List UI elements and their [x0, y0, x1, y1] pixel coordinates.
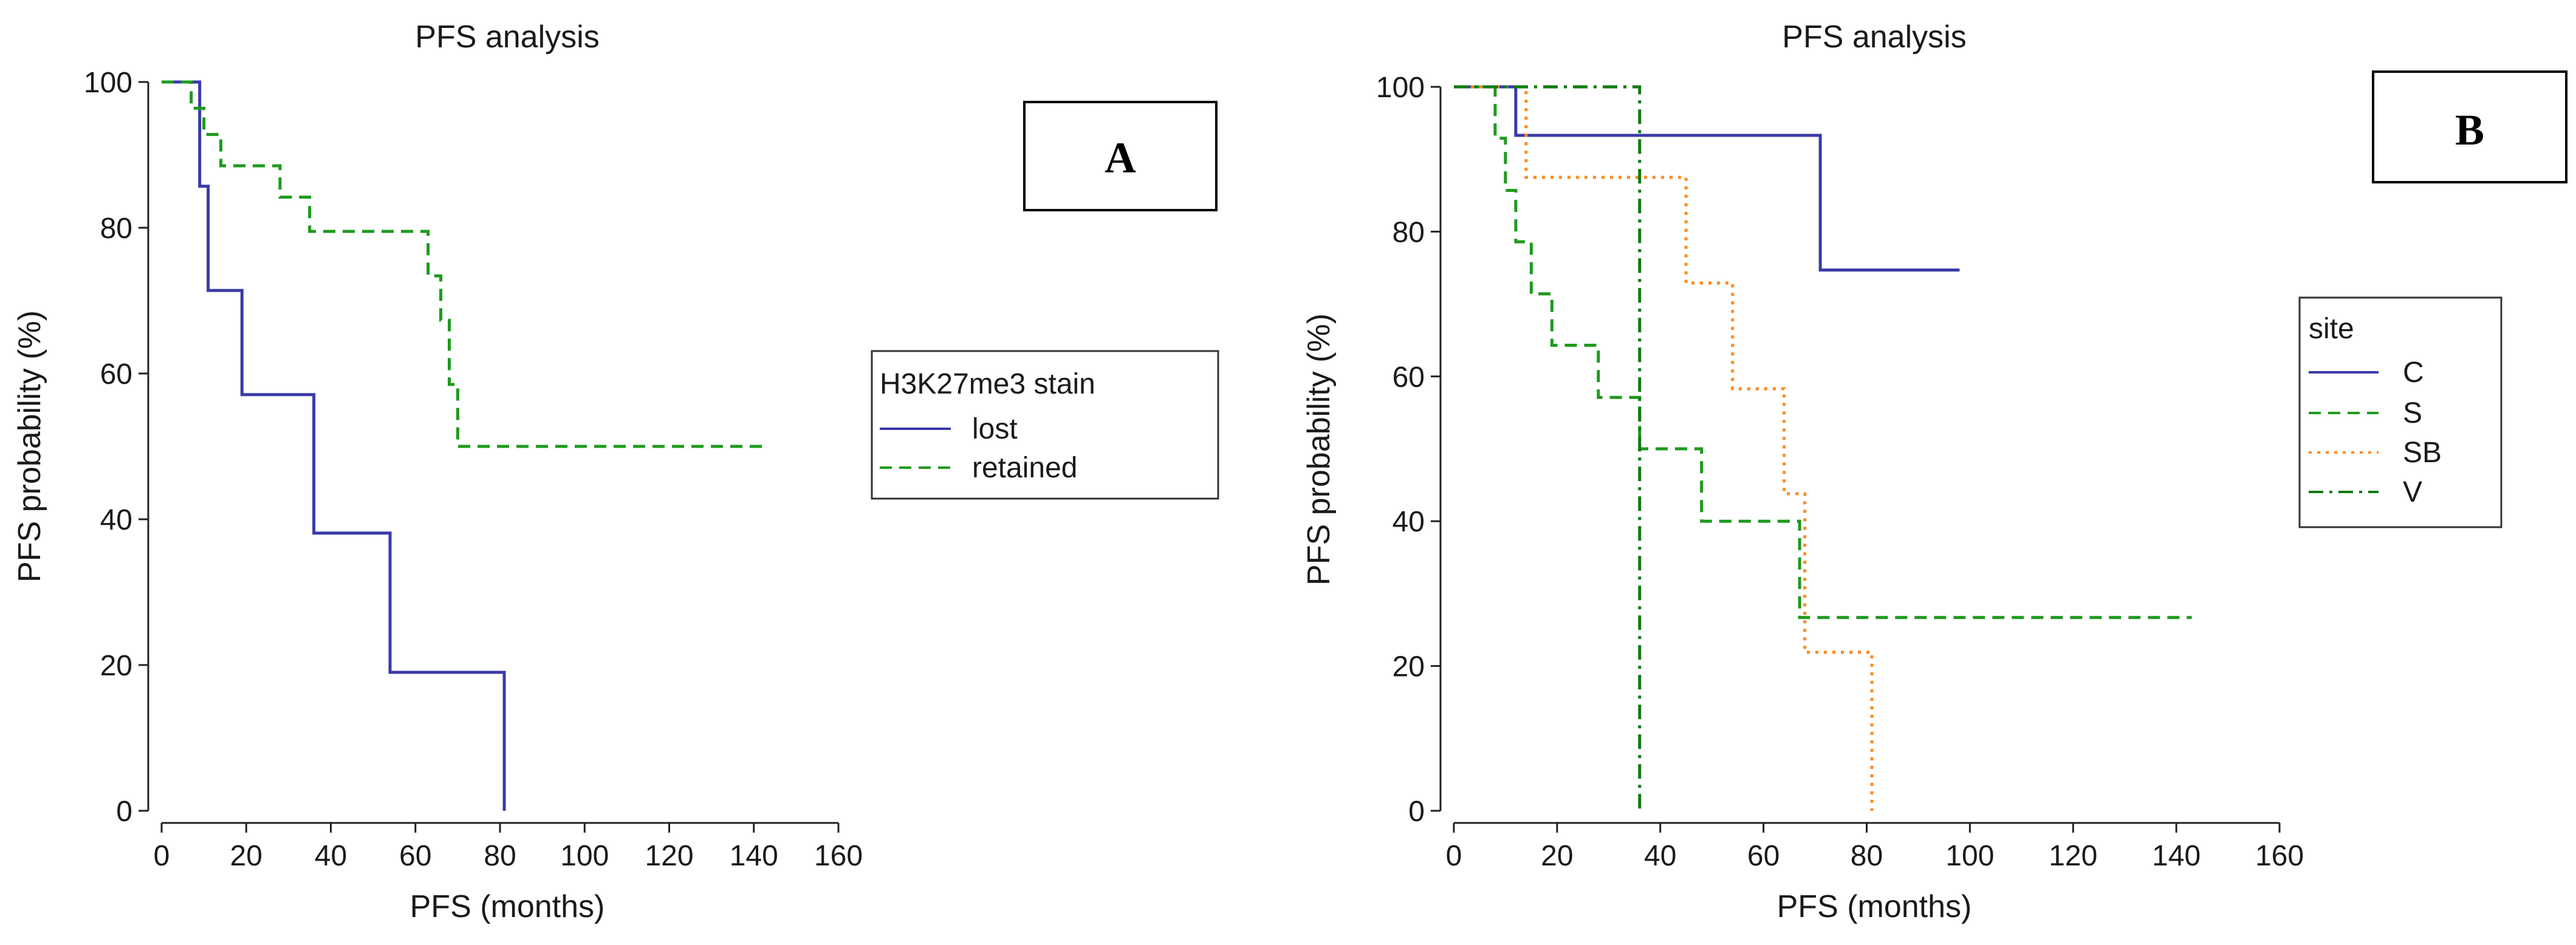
chart-b-title: PFS analysis	[1782, 19, 1966, 55]
chart-a-xlabel: PFS (months)	[410, 889, 605, 924]
chart-b-y-tick-label: 40	[1392, 506, 1425, 538]
chart-b-ylabel: PFS probability (%)	[1301, 313, 1337, 585]
panel-a: PFS analysis PFS (months) PFS probabilit…	[12, 19, 1219, 924]
chart-b-panel-label: B	[2455, 106, 2484, 154]
chart-a-x-tick-label: 140	[730, 840, 778, 872]
chart-a-x-tick-label: 80	[484, 840, 516, 872]
chart-b-x-tick-label: 160	[2255, 840, 2304, 872]
chart-b-x-tick-label: 80	[1851, 840, 1883, 872]
chart-b-legend-label-c: C	[2403, 357, 2424, 389]
chart-a-y-tick-label: 0	[116, 796, 132, 828]
chart-b-x-tick-label: 0	[1446, 840, 1462, 872]
chart-b-x-tick-label: 60	[1747, 840, 1780, 872]
chart-a-plot-area: 0 20 40 60 80 100 120 140 160 0 20 40 60 80 100	[84, 67, 863, 872]
chart-a-panel-label: A	[1105, 134, 1136, 182]
chart-b-legend-label-s: S	[2403, 397, 2422, 429]
chart-a-x-tick-label: 60	[399, 840, 431, 872]
chart-a-y-tick-label: 80	[100, 213, 132, 245]
chart-a-marks	[162, 80, 767, 811]
chart-b-y-tick-label: 80	[1392, 216, 1425, 248]
chart-b-marks	[1454, 85, 2192, 811]
chart-b-legend-title: site	[2309, 313, 2354, 345]
chart-a-x-tick-label: 120	[645, 840, 693, 872]
chart-a-legend-label-lost: lost	[972, 413, 1018, 445]
chart-a-x-tick-label: 100	[560, 840, 609, 872]
chart-a-x-tick-label: 40	[315, 840, 347, 872]
chart-a-ylabel: PFS probability (%)	[12, 310, 47, 582]
chart-b-x-tick-label: 100	[1945, 840, 1994, 872]
chart-a-series-retained	[162, 80, 767, 448]
chart-a-x-tick-label: 160	[814, 840, 863, 872]
chart-b-panel-label-box	[2372, 70, 2567, 183]
chart-b-x-tick-label: 120	[2049, 840, 2097, 872]
chart-b-series-s	[1454, 85, 2192, 619]
chart-b-series-sb	[1454, 85, 1874, 811]
chart-a-y-tick-label: 60	[100, 358, 132, 391]
chart-a-y-tick-label: 20	[100, 650, 132, 682]
chart-b-series-v	[1454, 85, 1642, 811]
chart-b-series-c	[1454, 85, 1960, 272]
chart-b-legend-label-sb: SB	[2403, 437, 2442, 469]
chart-b-x-tick-label: 140	[2152, 840, 2201, 872]
chart-b-y-tick-label: 20	[1392, 651, 1425, 683]
chart-b-xlabel: PFS (months)	[1777, 889, 1972, 924]
chart-a-legend	[871, 350, 1219, 500]
chart-a-legend-label-retained: retained	[972, 452, 1077, 484]
chart-a-x-tick-label: 20	[230, 840, 262, 872]
chart-b-x-tick-label: 40	[1644, 840, 1676, 872]
chart-a-title: PFS analysis	[415, 19, 599, 55]
chart-a-y-tick-label: 40	[100, 504, 132, 536]
chart-b-legend-label-v: V	[2403, 476, 2422, 508]
chart-b-plot-area: 0 20 40 60 80 100 120 140 160 0 20 40 60 80 100	[1376, 72, 2304, 872]
chart-b-y-tick-label: 0	[1408, 796, 1425, 828]
panel-b: PFS analysis PFS (months) PFS probabilit…	[1301, 19, 2567, 924]
chart-a-series-lost	[162, 80, 506, 811]
chart-a-panel-label-box	[1023, 101, 1218, 211]
chart-b-y-tick-label: 60	[1392, 361, 1425, 394]
chart-a-legend-title: H3K27me3 stain	[880, 368, 1095, 400]
chart-b-y-tick-label: 100	[1376, 72, 1425, 104]
chart-a-x-tick-label: 0	[154, 840, 170, 872]
chart-a-y-tick-label: 100	[84, 67, 132, 99]
chart-b-x-tick-label: 20	[1541, 840, 1573, 872]
